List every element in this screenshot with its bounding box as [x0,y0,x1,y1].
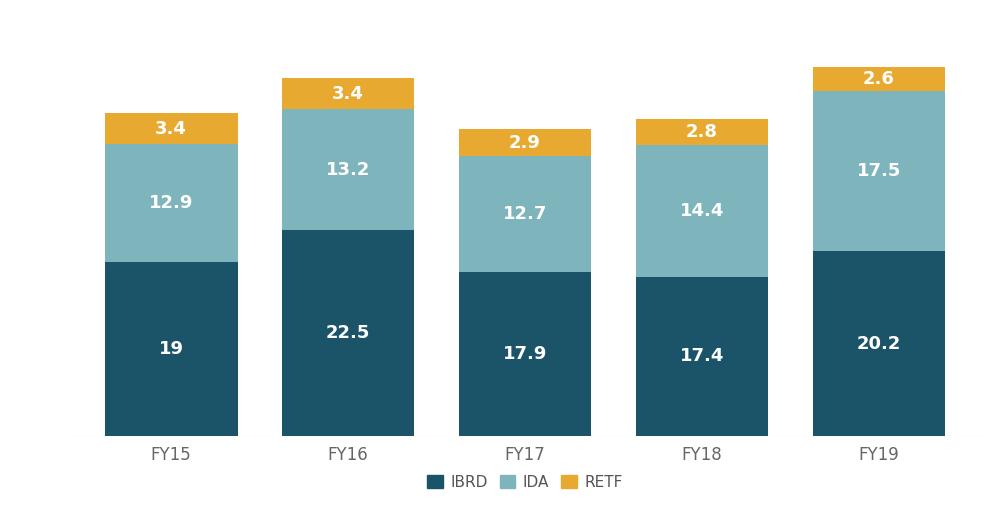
Text: 13.2: 13.2 [326,161,370,179]
Bar [636,277,768,436]
Bar [813,251,945,436]
Text: 17.4: 17.4 [680,348,724,366]
Bar [459,272,591,436]
Text: 22.5: 22.5 [326,324,370,342]
Text: 2.6: 2.6 [863,70,895,88]
Bar [459,156,591,272]
Bar [459,129,591,156]
Text: 3.4: 3.4 [332,85,364,103]
Text: 20.2: 20.2 [857,334,901,352]
Text: 19: 19 [159,340,184,358]
Bar [282,109,414,230]
Bar [282,230,414,436]
Bar [813,91,945,251]
Text: 3.4: 3.4 [155,120,187,137]
Text: 14.4: 14.4 [680,202,724,220]
Bar [105,262,238,436]
Bar [813,67,945,91]
Bar [105,144,238,262]
Text: 2.8: 2.8 [686,123,718,141]
Legend: IBRD, IDA, RETF: IBRD, IDA, RETF [421,469,629,496]
Text: 12.9: 12.9 [149,194,193,212]
Text: 12.7: 12.7 [503,205,547,223]
Text: 17.9: 17.9 [503,345,547,363]
Bar [105,113,238,144]
Bar [282,78,414,109]
Text: 17.5: 17.5 [857,162,901,180]
Bar [636,145,768,277]
Bar [636,119,768,145]
Text: 2.9: 2.9 [509,134,541,152]
